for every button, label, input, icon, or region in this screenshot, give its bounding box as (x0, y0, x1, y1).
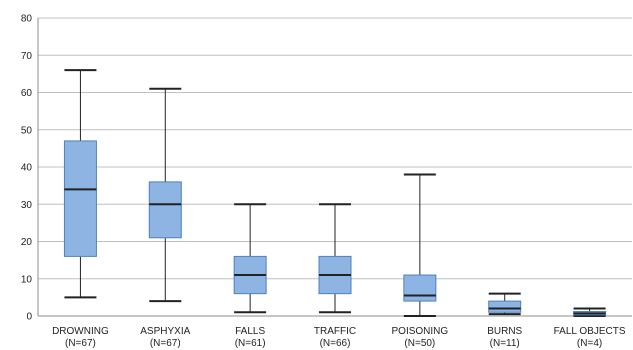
box-burns (488, 292, 522, 316)
box-fall-objects (573, 307, 607, 317)
y-tick-label: 70 (21, 51, 33, 62)
iqr-box (63, 140, 97, 257)
iqr-box (403, 274, 437, 302)
iqr-box (488, 300, 522, 313)
box-poisoning (403, 173, 437, 317)
category-count-label: (N=4) (577, 338, 602, 349)
gridlines (37, 17, 632, 317)
category-label: FALLS (235, 326, 265, 337)
y-tick-label: 10 (21, 274, 33, 285)
box-asphyxia (148, 87, 182, 303)
box-drowning (63, 69, 97, 299)
y-tick-label: 40 (21, 163, 33, 174)
iqr-box (148, 181, 182, 239)
category-count-label: (N=50) (404, 338, 435, 349)
category-label: TRAFFIC (314, 326, 356, 337)
y-tick-label: 20 (21, 237, 33, 248)
y-tick-label: 30 (21, 200, 33, 211)
category-count-label: (N=61) (235, 338, 266, 349)
category-label: POISONING (392, 326, 449, 337)
box-traffic (318, 203, 352, 314)
category-count-label: (N=66) (320, 338, 351, 349)
category-count-label: (N=11) (490, 338, 520, 349)
box-series (63, 69, 607, 317)
category-label: DROWNING (52, 326, 109, 337)
y-tick-label: 60 (21, 88, 33, 99)
category-label: BURNS (487, 326, 522, 337)
category-label: FALL OBJECTS (554, 326, 626, 337)
y-tick-label: 0 (26, 312, 32, 323)
box-falls (233, 203, 267, 314)
y-axis-tick-labels: 0 10 20 30 40 50 60 70 80 (21, 14, 33, 323)
category-label: ASPHYXIA (140, 326, 190, 337)
category-count-label: (N=67) (150, 338, 181, 349)
x-axis-category-labels: DROWNING(N=67)ASPHYXIA(N=67)FALLS(N=61)T… (52, 326, 626, 349)
category-count-label: (N=67) (65, 338, 96, 349)
y-tick-label: 50 (21, 125, 33, 136)
y-tick-label: 80 (21, 14, 33, 25)
